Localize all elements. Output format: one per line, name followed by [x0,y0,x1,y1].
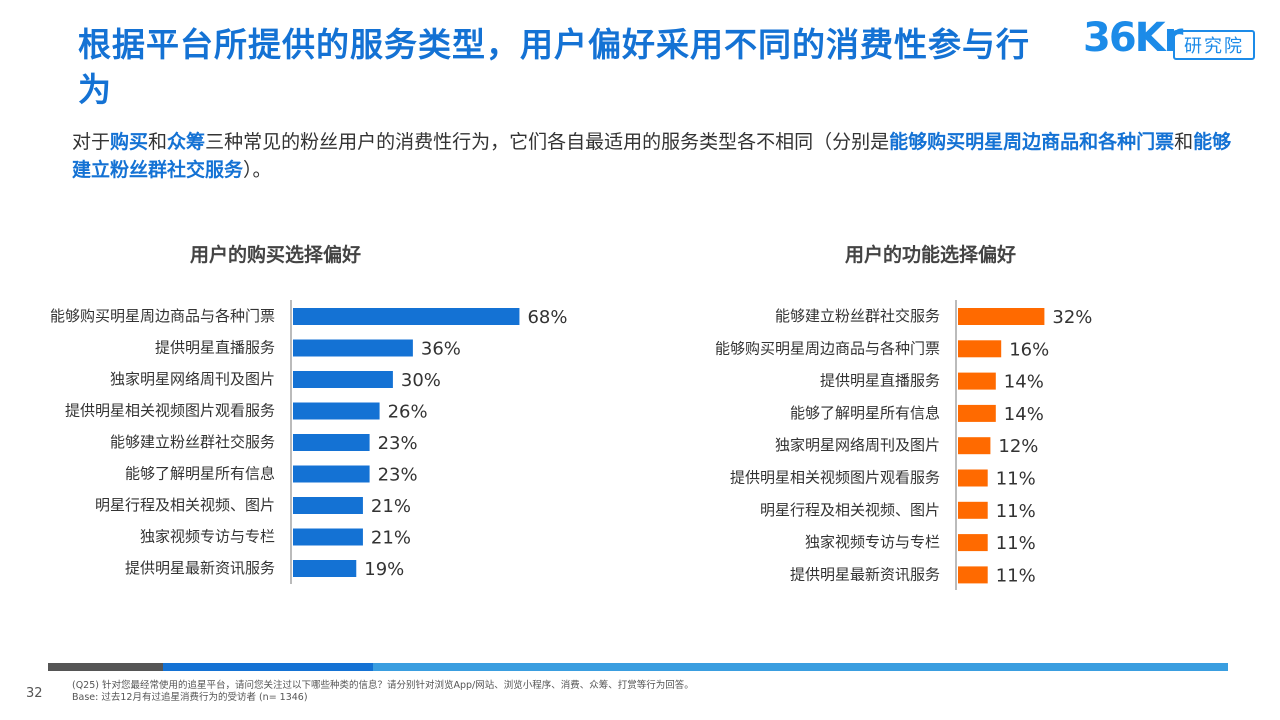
footer-band-light [373,663,1228,671]
category-label: 独家视频专访与专栏 [805,533,940,551]
category-label: 明星行程及相关视频、图片 [760,501,940,519]
category-label: 能够购买明星周边商品与各种门票 [50,307,275,325]
value-label: 12% [998,436,1038,457]
subtitle-highlight: 能够建立粉丝群社交服务 [72,131,1232,181]
value-label: 68% [527,307,567,328]
logo-box: 研究院 [1173,30,1255,60]
bar [958,437,991,455]
value-label: 36% [421,339,461,360]
category-label: 能够购买明星周边商品与各种门票 [715,339,940,357]
value-label: 19% [364,559,404,580]
page-number: 32 [26,686,43,701]
value-label: 11% [996,565,1036,586]
value-label: 30% [401,370,441,391]
subtitle-text: 三种常见的粉丝用户的消费性行为，它们各自最适用的服务类型各不相同（分别是 [205,131,890,153]
chart-title-purchase: 用户的购买选择偏好 [190,244,362,266]
bar [293,308,520,325]
footnote-question: (Q25) 针对您最经常使用的追星平台，请问您关注过以下哪些种类的信息？请分别针… [72,680,694,691]
bar [958,308,1045,325]
bar [293,402,380,420]
subtitle-highlight: 能够购买明星周边商品和各种门票 [889,131,1175,153]
subtitle-highlight: 购买 [110,131,149,153]
bar [958,340,1002,358]
footnote: (Q25) 针对您最经常使用的追星平台，请问您关注过以下哪些种类的信息？请分别针… [72,680,694,704]
category-label: 提供明星直播服务 [820,372,940,390]
bar [958,534,988,552]
value-label: 16% [1009,339,1049,360]
purchase-preference-chart: 能够购买明星周边商品与各种门票 68% 提供明星直播服务 36% 独家明星网络周刊及图片… [50,300,567,584]
category-label: 独家视频专访与专栏 [140,528,275,546]
category-label: 独家明星网络周刊及图片 [775,436,940,454]
value-label: 11% [996,501,1036,522]
page-title: 根据平台所提供的服务类型，用户偏好采用不同的消费性参与行为 [78,25,1030,109]
value-label: 32% [1052,307,1092,328]
value-label: 26% [388,402,428,423]
value-label: 21% [371,496,411,517]
subtitle-text: ）。 [243,159,272,181]
bar [958,404,996,422]
value-label: 23% [378,465,418,486]
function-preference-chart: 能够建立粉丝群社交服务 32% 能够购买明星周边商品与各种门票 16% 提供明星直播服务… [715,300,1092,590]
subtitle-text: 对于 [72,131,111,153]
bar [958,469,988,487]
bar [293,497,363,514]
subtitle-highlight: 众筹 [167,131,206,153]
bar [293,339,413,357]
bar [293,528,363,546]
value-label: 14% [1004,372,1044,393]
category-label: 提供明星最新资讯服务 [125,559,275,577]
value-label: 14% [1004,404,1044,425]
category-label: 提供明星相关视频图片观看服务 [730,469,940,487]
category-label: 能够了解明星所有信息 [790,404,940,422]
subtitle-text: 和 [1174,131,1194,153]
chart-title-function: 用户的功能选择偏好 [845,244,1017,266]
bar [958,501,988,519]
bar [958,372,996,390]
category-label: 明星行程及相关视频、图片 [95,496,275,514]
value-label: 11% [996,469,1036,490]
category-label: 能够建立粉丝群社交服务 [110,433,275,451]
footer-band-blue [163,663,373,671]
category-label: 能够建立粉丝群社交服务 [775,307,940,325]
subtitle: 对于购买和众筹三种常见的粉丝用户的消费性行为，它们各自最适用的服务类型各不相同（… [72,128,1232,184]
category-label: 提供明星最新资讯服务 [790,565,940,583]
subtitle-text: 和 [148,131,168,153]
category-label: 独家明星网络周刊及图片 [110,370,275,388]
category-label: 能够了解明星所有信息 [125,465,275,483]
bar [293,434,370,451]
bar [958,566,988,584]
category-label: 提供明星直播服务 [155,339,275,357]
category-label: 提供明星相关视频图片观看服务 [65,402,275,420]
value-label: 11% [996,533,1036,554]
footer-band-dark [48,663,163,671]
bar [293,371,393,388]
logo: 36Kr 研究院 [1083,14,1259,66]
value-label: 23% [378,433,418,454]
value-label: 21% [371,528,411,549]
bar [293,465,370,483]
footnote-base: Base: 过去12月有过追星消费行为的受访者 (n= 1346) [72,692,308,703]
bar [293,560,357,577]
logo-mark: 36Kr [1083,15,1183,61]
